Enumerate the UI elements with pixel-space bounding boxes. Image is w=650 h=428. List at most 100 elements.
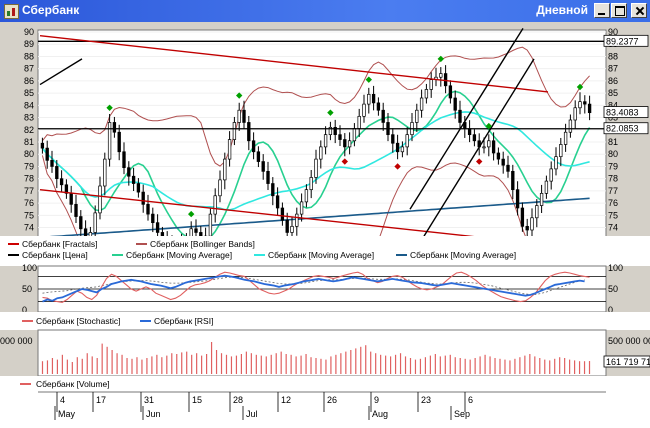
candle-body xyxy=(530,217,534,231)
candle-body xyxy=(295,213,299,227)
candle-body xyxy=(285,219,289,233)
fractal-up-marker xyxy=(327,109,334,116)
channel-lower-line xyxy=(423,58,535,237)
y-tick-label-right: 76 xyxy=(608,198,618,208)
candle-body xyxy=(261,161,265,172)
legend-entry: Сбербанк [RSI] xyxy=(154,316,213,326)
price-tag-label: 83.4083 xyxy=(606,108,639,118)
close-button[interactable] xyxy=(631,3,647,18)
x-day-label: 4 xyxy=(60,395,65,405)
x-day-label: 12 xyxy=(281,395,291,405)
fractal-up-marker xyxy=(437,55,444,63)
candle-body xyxy=(55,166,59,180)
candle-body xyxy=(357,115,361,129)
candle-body xyxy=(511,170,515,191)
legend-entry: Сбербанк [Moving Average] xyxy=(410,250,516,260)
legend-entry: Сбербанк [Volume] xyxy=(36,379,110,389)
candle-body xyxy=(146,203,150,215)
candle-body xyxy=(448,85,453,99)
candle-body xyxy=(376,102,381,111)
y-tick-label-left: 87 xyxy=(24,64,34,74)
candle-body xyxy=(391,134,395,144)
x-day-label: 28 xyxy=(233,395,243,405)
candle-body xyxy=(280,207,285,221)
candle-body xyxy=(50,159,54,167)
candle-body xyxy=(405,134,409,148)
candle-body xyxy=(415,109,419,123)
candle-body xyxy=(487,140,491,148)
chart-canvas: 72737475767778798081828384858687888990 7… xyxy=(0,27,650,428)
candle-body xyxy=(453,97,457,111)
price-tag-box xyxy=(603,122,649,135)
legend-entry: Сбербанк [Moving Average] xyxy=(268,250,374,260)
candle-body xyxy=(64,184,69,194)
legend-entry: Сбербанк [Moving Average] xyxy=(126,250,232,260)
legend-entry: Сбербанк [Fractals] xyxy=(22,239,98,249)
candle-body xyxy=(309,177,313,191)
candle-body xyxy=(117,131,121,153)
candle-body xyxy=(472,134,477,142)
candle-body xyxy=(74,203,78,217)
candle-body xyxy=(525,225,529,231)
x-day-label: 17 xyxy=(96,395,106,405)
candle-body xyxy=(491,140,496,154)
y-tick-label-left: 76 xyxy=(24,198,34,208)
candle-body xyxy=(59,178,64,186)
y-tick-label-left: 75 xyxy=(24,210,34,220)
x-month-label: Jun xyxy=(146,409,161,419)
candle-body xyxy=(242,109,246,123)
ma-fast-line xyxy=(41,90,591,242)
volume-last-label: 161 719 71 xyxy=(606,357,650,367)
legend-entry: Сбербанк [Цена] xyxy=(22,250,88,260)
y-tick-label-left: 78 xyxy=(24,174,34,184)
oscillator-tick-label-left: 0 xyxy=(22,305,27,315)
x-day-label: 9 xyxy=(374,395,379,405)
y-tick-label-left: 89 xyxy=(24,39,34,49)
price-tag-box xyxy=(603,106,649,118)
candle-body xyxy=(328,126,333,136)
legend-entry: Сбербанк [Stochastic] xyxy=(36,316,120,326)
candle-body xyxy=(271,183,275,197)
x-month-label: Sep xyxy=(454,409,470,419)
volume-legend-area xyxy=(0,376,650,392)
y-tick-label-right: 86 xyxy=(608,76,618,86)
candle-body xyxy=(583,101,587,105)
candle-body xyxy=(333,126,337,136)
candle-body xyxy=(506,164,510,172)
candle-body xyxy=(362,103,366,117)
candle-body xyxy=(482,146,486,149)
bollinger-upper-line xyxy=(42,46,590,167)
y-tick-label-left: 90 xyxy=(24,27,34,37)
candle-body xyxy=(266,170,270,184)
channel-upper-line xyxy=(409,27,524,210)
y-tick-label-left: 84 xyxy=(24,100,34,110)
candle-body xyxy=(443,73,448,87)
y-tick-label-right: 79 xyxy=(608,161,618,171)
candle-body xyxy=(400,146,405,153)
lower-trend-line xyxy=(39,188,549,246)
y-tick-label-right: 90 xyxy=(608,27,618,37)
candle-body xyxy=(112,122,117,133)
candle-body xyxy=(304,189,309,203)
candle-body xyxy=(122,151,126,169)
y-tick-label-left: 88 xyxy=(24,51,34,61)
y-tick-label-left: 82 xyxy=(24,125,34,135)
candle-body xyxy=(559,144,563,158)
candle-body xyxy=(371,93,376,104)
volume-panel[interactable] xyxy=(37,329,607,377)
price-tag-label: 89.2377 xyxy=(606,36,639,46)
candle-body xyxy=(40,142,45,149)
y-tick-label-left: 81 xyxy=(24,137,34,147)
candle-body xyxy=(458,109,462,123)
y-tick-label-right: 85 xyxy=(608,88,618,98)
maximize-button[interactable] xyxy=(611,3,627,18)
volume-tick-label-right: 500 000 000 xyxy=(608,336,650,346)
candle-body xyxy=(515,189,520,209)
legend-entry: Сбербанк [Bollinger Bands] xyxy=(150,239,255,249)
candle-body xyxy=(213,195,217,215)
y-tick-label-right: 80 xyxy=(608,149,618,159)
price-tag-label: 82.0853 xyxy=(606,124,639,134)
candle-body xyxy=(501,158,505,166)
minimize-button[interactable] xyxy=(594,3,610,18)
candle-body xyxy=(208,213,213,237)
